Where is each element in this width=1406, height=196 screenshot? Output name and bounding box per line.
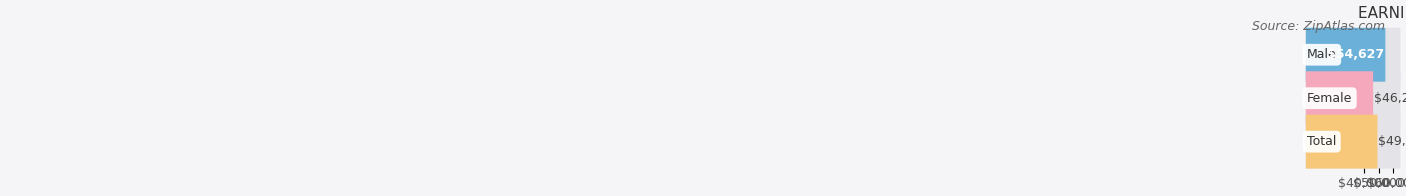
Text: Male: Male (1308, 48, 1337, 61)
Text: Total: Total (1308, 135, 1336, 148)
FancyBboxPatch shape (1306, 71, 1374, 125)
FancyBboxPatch shape (1306, 28, 1400, 82)
FancyBboxPatch shape (1306, 28, 1385, 82)
FancyBboxPatch shape (1306, 115, 1400, 169)
Text: Female: Female (1308, 92, 1353, 105)
Text: EARNINGS BY SEX IN WANAQUE BOROUGH: EARNINGS BY SEX IN WANAQUE BOROUGH (1358, 5, 1406, 21)
Text: $49,214: $49,214 (1378, 135, 1406, 148)
FancyBboxPatch shape (1306, 115, 1378, 169)
Text: $54,627: $54,627 (1327, 48, 1385, 61)
Text: Source: ZipAtlas.com: Source: ZipAtlas.com (1251, 20, 1385, 33)
FancyBboxPatch shape (1306, 71, 1400, 125)
Text: $46,244: $46,244 (1374, 92, 1406, 105)
